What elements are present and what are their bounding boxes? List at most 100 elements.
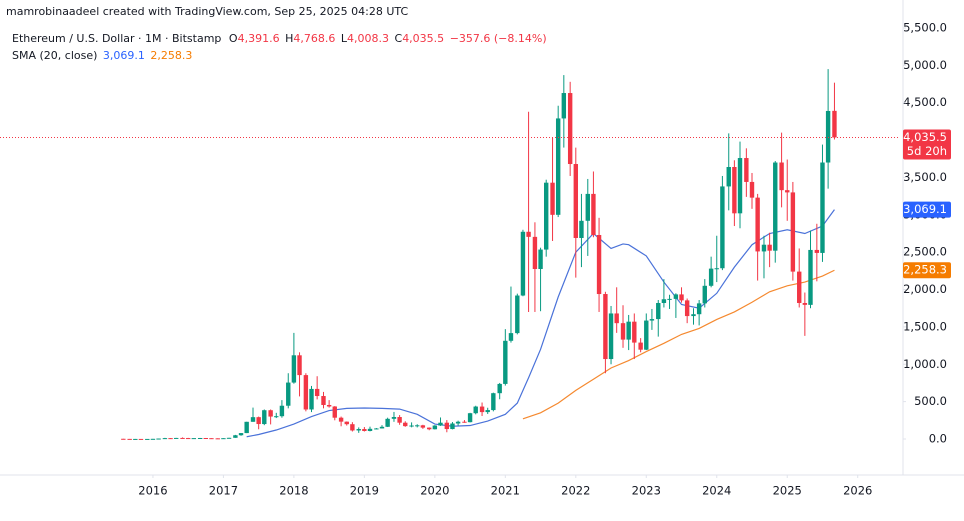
candle-body [326,404,332,407]
candle-body [508,333,514,341]
candle-body [708,268,714,286]
candle-body [168,438,173,440]
candle-body [667,298,672,300]
candle-body [262,410,267,425]
y-tick-label: 1,500.0 [903,319,947,333]
candle-body [197,437,203,439]
candle-body [732,167,737,214]
header: mamrobinaadeel created with TradingView.… [6,5,408,18]
candle-body [127,438,132,440]
high: 4,768.6 [293,32,335,45]
candle-body [162,438,168,440]
sma-line [522,269,835,420]
candle-body [620,323,626,340]
candle-body [802,302,808,305]
x-tick-label: 2020 [420,484,449,498]
x-tick-label: 2016 [138,484,167,498]
low: 4,008.3 [347,32,389,45]
candle-body [215,438,220,440]
candle-body [133,438,138,440]
candle-body [156,438,161,440]
candle-body [297,355,302,376]
candle-body [526,231,531,237]
candle-body [427,427,432,430]
candle-body [367,428,373,431]
candle-body [608,313,614,360]
candle-body [679,294,684,301]
sma-price-box [903,201,951,218]
candle-body [638,342,643,350]
candle-body [314,388,320,397]
candle-body [409,425,414,427]
c-label: C [395,32,403,45]
candle-body [832,110,837,138]
candle-body [550,182,555,215]
candle-body [825,110,831,163]
candle-body [415,425,420,427]
candle-body [503,340,508,384]
candle-body [596,234,602,295]
x-tick-label: 2022 [561,484,590,498]
candle-body [673,294,679,299]
candle-body [755,197,760,252]
candle-body [656,302,661,320]
y-tick-label: 2,500.0 [903,245,947,259]
candle-body [785,190,790,193]
x-tick-label: 2018 [279,484,308,498]
candle-body [256,417,261,425]
candle-body [532,236,538,269]
candle-body [515,295,520,334]
candle-body [173,437,179,439]
candle-body [233,435,238,438]
sma2-value: 2,258.3 [150,49,192,62]
candle-body [591,193,596,235]
candle-body [338,417,344,422]
candle-body [185,438,191,440]
x-tick-label: 2017 [209,484,238,498]
sma1-value: 3,069.1 [103,49,145,62]
candle-body [420,425,426,428]
candle-body [455,421,461,424]
candle-body [397,417,402,423]
sma-price-box [903,262,951,279]
candle-body [749,181,755,198]
candle-body [403,422,408,427]
candle-body [614,313,619,324]
candle-body [555,118,561,215]
candle-body [567,93,573,165]
candle-body [344,421,349,425]
y-tick-label: 4,500.0 [903,95,947,109]
candle-body [561,93,567,119]
countdown-label: 5d 20h [907,144,947,158]
candle-body [691,314,696,317]
close: 4,035.5 [402,32,444,45]
sma-price-label: 3,069.1 [903,202,947,216]
candle-body [479,406,485,413]
candle-body [462,421,467,423]
x-tick-label: 2026 [843,484,872,498]
sma-legend: SMA (20, close) 3,069.1 2,258.3 [12,49,192,62]
candle-body [450,423,455,430]
y-tick-label: 2,000.0 [903,282,947,296]
last-price-box [903,129,951,160]
x-tick-label: 2021 [491,484,520,498]
candle-body [726,167,731,187]
sma-label: SMA (20, close) [12,49,97,62]
y-tick-label: 5,500.0 [903,21,947,35]
x-tick-label: 2023 [632,484,661,498]
candle-body [350,424,355,431]
candle-body [767,244,772,251]
y-tick-label: 5,000.0 [903,58,947,72]
candle-body [808,249,813,305]
candle-body [374,428,379,430]
candle-body [779,162,784,191]
candle-body [773,162,778,251]
candle-body [544,182,549,250]
candle-body [473,406,478,414]
sma-line [246,209,835,438]
open: 4,391.6 [238,32,280,45]
candle-body [250,417,256,422]
candle-body [391,417,397,419]
last-price-label: 4,035.5 [903,130,947,144]
